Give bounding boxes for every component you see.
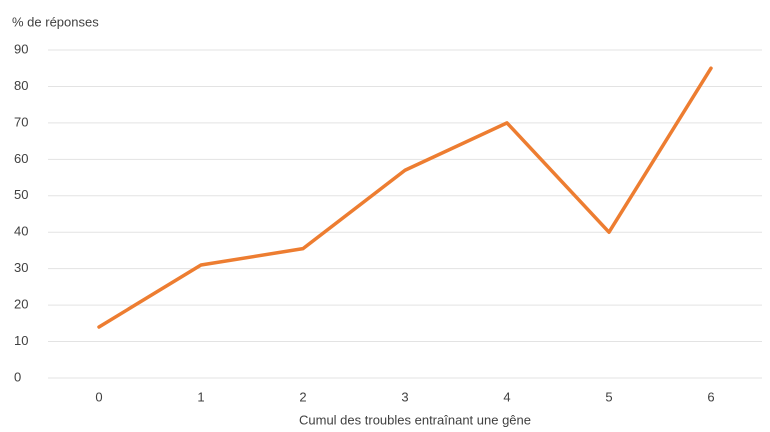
- y-tick-label: 50: [14, 187, 28, 202]
- x-tick-label: 2: [299, 389, 306, 404]
- data-line: [97, 66, 713, 329]
- y-tick-label: 70: [14, 114, 28, 129]
- x-tick-label: 4: [503, 389, 510, 404]
- x-tick-label: 6: [707, 389, 714, 404]
- x-tick-label: 0: [95, 389, 102, 404]
- y-axis-label: % de réponses: [12, 14, 99, 29]
- y-tick-label: 0: [14, 369, 21, 384]
- x-tick-label: 3: [401, 389, 408, 404]
- y-tick-label: 80: [14, 78, 28, 93]
- y-tick-label: 90: [14, 41, 28, 56]
- x-axis-label: Cumul des troubles entraînant une gêne: [299, 412, 531, 427]
- x-tick-label: 1: [197, 389, 204, 404]
- y-tick-label: 30: [14, 260, 28, 275]
- y-tick-label: 10: [14, 333, 28, 348]
- y-tick-label: 60: [14, 151, 28, 166]
- y-tick-label: 20: [14, 297, 28, 312]
- y-tick-label: 40: [14, 224, 28, 239]
- x-tick-label: 5: [605, 389, 612, 404]
